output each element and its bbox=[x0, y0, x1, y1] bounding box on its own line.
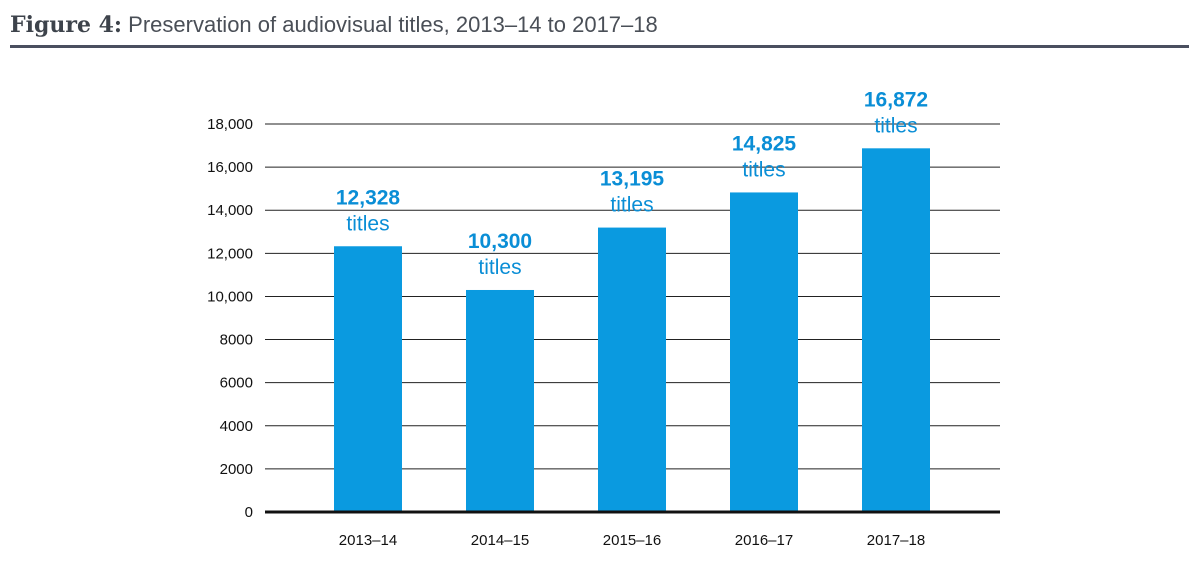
bar bbox=[862, 148, 930, 512]
y-tick-label: 12,000 bbox=[207, 245, 253, 262]
x-tick-label: 2013–14 bbox=[339, 532, 397, 549]
bar bbox=[466, 289, 534, 512]
x-tick-label: 2014–15 bbox=[471, 532, 529, 549]
y-tick-label: 18,000 bbox=[207, 116, 253, 133]
y-tick-label: 14,000 bbox=[207, 202, 253, 219]
unit-label: titles bbox=[346, 212, 389, 235]
figure-title: Figure 4: Preservation of audiovisual ti… bbox=[10, 12, 658, 38]
value-label: 16,872 bbox=[864, 88, 928, 111]
header-rule bbox=[10, 45, 1189, 48]
y-tick-label: 2000 bbox=[220, 461, 253, 478]
figure-title-text: Preservation of audiovisual titles, 2013… bbox=[128, 12, 658, 37]
x-tick-label: 2015–16 bbox=[603, 532, 661, 549]
bar bbox=[730, 192, 798, 512]
y-tick-label: 10,000 bbox=[207, 288, 253, 305]
value-label: 12,328 bbox=[336, 186, 401, 209]
value-label: 13,195 bbox=[600, 168, 665, 191]
x-tick-label: 2016–17 bbox=[735, 532, 793, 549]
value-label: 14,825 bbox=[732, 132, 797, 155]
unit-label: titles bbox=[874, 114, 917, 137]
y-tick-label: 16,000 bbox=[207, 159, 253, 176]
figure-label: Figure 4: bbox=[10, 12, 123, 38]
bar bbox=[334, 246, 402, 512]
x-tick-label: 2017–18 bbox=[867, 532, 925, 549]
unit-label: titles bbox=[742, 158, 785, 181]
y-tick-label: 6000 bbox=[220, 375, 253, 392]
y-tick-label: 8000 bbox=[220, 332, 253, 349]
unit-label: titles bbox=[610, 194, 653, 217]
unit-label: titles bbox=[478, 256, 521, 279]
bar bbox=[598, 227, 666, 512]
figure-header: Figure 4: Preservation of audiovisual ti… bbox=[10, 8, 1190, 48]
y-tick-label: 0 bbox=[245, 504, 253, 521]
y-tick-label: 4000 bbox=[220, 418, 253, 435]
value-label: 10,300 bbox=[468, 230, 532, 253]
